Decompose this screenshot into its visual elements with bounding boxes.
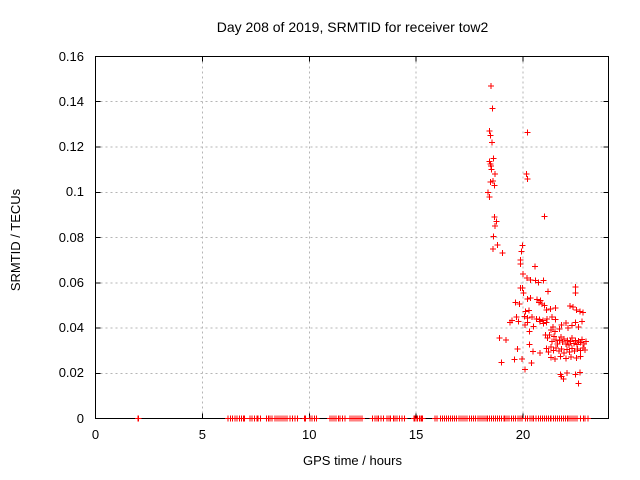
x-tick-label: 0 bbox=[91, 427, 100, 442]
y-tick-label: 0.08 bbox=[58, 229, 84, 245]
y-tick-label: 0.04 bbox=[58, 320, 84, 335]
x-tick-label: 10 bbox=[302, 427, 317, 442]
y-tick-label: 0.16 bbox=[58, 48, 84, 64]
y-tick-label: 0 bbox=[76, 410, 84, 426]
y-tick-label: 0.12 bbox=[58, 139, 84, 154]
x-tick-label: 5 bbox=[198, 427, 206, 442]
x-tick-label: 15 bbox=[408, 427, 424, 442]
x-axis-title: GPS time / hours bbox=[303, 453, 402, 468]
x-tick-label: 20 bbox=[515, 427, 531, 442]
y-axis-title: SRMTID / TECUs bbox=[8, 188, 23, 292]
chart-title: Day 208 of 2019, SRMTID for receiver tow… bbox=[216, 19, 489, 35]
data-points bbox=[135, 83, 591, 422]
y-tick-label: 0.14 bbox=[58, 93, 84, 109]
y-tick-label: 0.02 bbox=[58, 365, 84, 381]
y-tick-label: 0.06 bbox=[58, 274, 84, 290]
grid-lines bbox=[95, 56, 609, 419]
y-tick-label: 0.1 bbox=[65, 184, 84, 200]
